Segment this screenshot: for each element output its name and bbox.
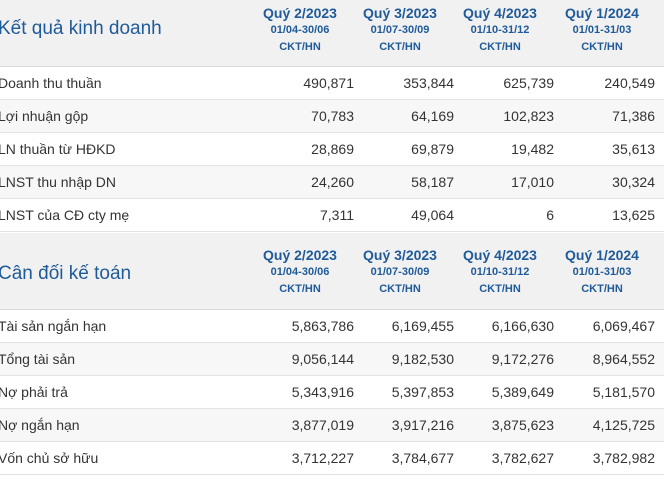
- row-label[interactable]: Tổng tài sản: [0, 351, 76, 367]
- balance-col-q2-2023[interactable]: Quý 2/2023 01/04-30/06 CKT/HN: [250, 247, 350, 298]
- date-range: 01/10-31/12: [470, 266, 530, 278]
- income-col-q1-2024[interactable]: Quý 1/2024 01/01-31/03 CKT/HN: [552, 5, 652, 56]
- cell-value: 3,782,982: [592, 450, 655, 466]
- balance-title[interactable]: Cân đối kế toán: [0, 263, 132, 284]
- income-col-q3-2023[interactable]: Quý 3/2023 01/07-30/09 CKT/HN: [350, 5, 450, 56]
- balance-col-q1-2024[interactable]: Quý 1/2024 01/01-31/03 CKT/HN: [552, 247, 652, 298]
- row-label[interactable]: Doanh thu thuần: [0, 75, 102, 91]
- unit-label: CKT/HN: [279, 283, 321, 295]
- unit-label: CKT/HN: [479, 283, 521, 295]
- income-title[interactable]: Kết quả kinh doanh: [0, 18, 162, 39]
- cell-value: 13,625: [612, 207, 655, 223]
- row-label[interactable]: Lợi nhuận gộp: [0, 108, 89, 124]
- cell-value: 64,169: [411, 108, 454, 124]
- cell-value: 17,010: [511, 174, 554, 190]
- balance-col-q3-2023[interactable]: Quý 3/2023 01/07-30/09 CKT/HN: [350, 247, 450, 298]
- cell-value: 353,844: [403, 75, 454, 91]
- cell-value: 625,739: [503, 75, 554, 91]
- cell-value: 49,064: [411, 207, 454, 223]
- date-range: 01/07-30/09: [370, 266, 430, 278]
- cell-value: 102,823: [503, 108, 554, 124]
- cell-value: 58,187: [411, 174, 454, 190]
- cell-value: 70,783: [311, 108, 354, 124]
- row-label[interactable]: Tài sản ngắn hạn: [0, 318, 107, 334]
- quarter-label: Quý 4/2023: [463, 5, 537, 21]
- date-range: 01/10-31/12: [470, 24, 530, 36]
- unit-label: CKT/HN: [581, 41, 623, 53]
- date-range: 01/04-30/06: [270, 266, 330, 278]
- unit-label: CKT/HN: [581, 283, 623, 295]
- cell-value: 19,482: [511, 141, 554, 157]
- cell-value: 5,397,853: [391, 384, 454, 400]
- cell-value: 35,613: [612, 141, 655, 157]
- cell-value: 71,386: [612, 108, 655, 124]
- cell-value: 5,863,786: [291, 318, 354, 334]
- cell-value: 5,343,916: [291, 384, 354, 400]
- unit-label: CKT/HN: [379, 41, 421, 53]
- table-row: Vốn chủ sở hữu 3,712,227 3,784,677 3,782…: [0, 442, 664, 475]
- balance-col-q4-2023[interactable]: Quý 4/2023 01/10-31/12 CKT/HN: [450, 247, 550, 298]
- unit-label: CKT/HN: [479, 41, 521, 53]
- cell-value: 7,311: [320, 207, 354, 223]
- income-col-q2-2023[interactable]: Quý 2/2023 01/04-30/06 CKT/HN: [250, 5, 350, 56]
- table-row: Tài sản ngắn hạn 5,863,786 6,169,455 6,1…: [0, 310, 664, 343]
- quarter-label: Quý 1/2024: [565, 247, 639, 263]
- cell-value: 6,169,455: [391, 318, 454, 334]
- cell-value: 5,389,649: [491, 384, 554, 400]
- table-row: Tổng tài sản 9,056,144 9,182,530 9,172,2…: [0, 343, 664, 376]
- cell-value: 69,879: [411, 141, 454, 157]
- date-range: 01/01-31/03: [572, 24, 632, 36]
- row-label[interactable]: LNST thu nhập DN: [0, 174, 117, 190]
- income-col-q4-2023[interactable]: Quý 4/2023 01/10-31/12 CKT/HN: [450, 5, 550, 56]
- cell-value: 3,875,623: [491, 417, 554, 433]
- row-label[interactable]: Nợ phải trả: [0, 384, 68, 400]
- cell-value: 490,871: [303, 75, 354, 91]
- cell-value: 9,172,276: [491, 351, 554, 367]
- cell-value: 3,782,627: [491, 450, 554, 466]
- balance-header: Cân đối kế toán Quý 2/2023 01/04-30/06 CKT…: [0, 233, 664, 310]
- cell-value: 5,181,570: [592, 384, 655, 400]
- quarter-label: Quý 3/2023: [363, 247, 437, 263]
- date-range: 01/01-31/03: [572, 266, 632, 278]
- table-row: LN thuần từ HĐKD 28,869 69,879 19,482 35…: [0, 133, 664, 166]
- table-row: Lợi nhuận gộp 70,783 64,169 102,823 71,3…: [0, 100, 664, 133]
- date-range: 01/07-30/09: [370, 24, 430, 36]
- cell-value: 3,784,677: [391, 450, 454, 466]
- cell-value: 3,877,019: [291, 417, 354, 433]
- row-label[interactable]: Vốn chủ sở hữu: [0, 450, 99, 466]
- quarter-label: Quý 2/2023: [263, 247, 337, 263]
- row-label[interactable]: LNST của CĐ cty mẹ: [0, 207, 130, 223]
- table-row: LNST thu nhập DN 24,260 58,187 17,010 30…: [0, 166, 664, 199]
- unit-label: CKT/HN: [379, 283, 421, 295]
- cell-value: 8,964,552: [592, 351, 655, 367]
- cell-value: 6,069,467: [592, 318, 655, 334]
- quarter-label: Quý 1/2024: [565, 5, 639, 21]
- row-label[interactable]: Nợ ngắn hạn: [0, 417, 80, 433]
- table-row: Nợ phải trả 5,343,916 5,397,853 5,389,64…: [0, 376, 664, 409]
- cell-value: 6,166,630: [491, 318, 554, 334]
- cell-value: 28,869: [311, 141, 354, 157]
- cell-value: 30,324: [612, 174, 655, 190]
- row-label[interactable]: LN thuần từ HĐKD: [0, 141, 116, 157]
- cell-value: 6: [546, 207, 554, 223]
- table-row: LNST của CĐ cty mẹ 7,311 49,064 6 13,625: [0, 199, 664, 232]
- unit-label: CKT/HN: [279, 41, 321, 53]
- cell-value: 9,182,530: [391, 351, 454, 367]
- table-row: Doanh thu thuần 490,871 353,844 625,739 …: [0, 67, 664, 100]
- cell-value: 240,549: [604, 75, 655, 91]
- quarter-label: Quý 3/2023: [363, 5, 437, 21]
- cell-value: 3,712,227: [291, 450, 354, 466]
- quarter-label: Quý 2/2023: [263, 5, 337, 21]
- income-header: Kết quả kinh doanh Quý 2/2023 01/04-30/06…: [0, 0, 664, 67]
- cell-value: 3,917,216: [391, 417, 454, 433]
- quarter-label: Quý 4/2023: [463, 247, 537, 263]
- cell-value: 4,125,725: [592, 417, 655, 433]
- cell-value: 24,260: [311, 174, 354, 190]
- income-statement-section: Kết quả kinh doanh Quý 2/2023 01/04-30/06…: [0, 0, 664, 232]
- balance-sheet-section: Cân đối kế toán Quý 2/2023 01/04-30/06 CKT…: [0, 233, 664, 475]
- date-range: 01/04-30/06: [270, 24, 330, 36]
- table-row: Nợ ngắn hạn 3,877,019 3,917,216 3,875,62…: [0, 409, 664, 442]
- cell-value: 9,056,144: [291, 351, 354, 367]
